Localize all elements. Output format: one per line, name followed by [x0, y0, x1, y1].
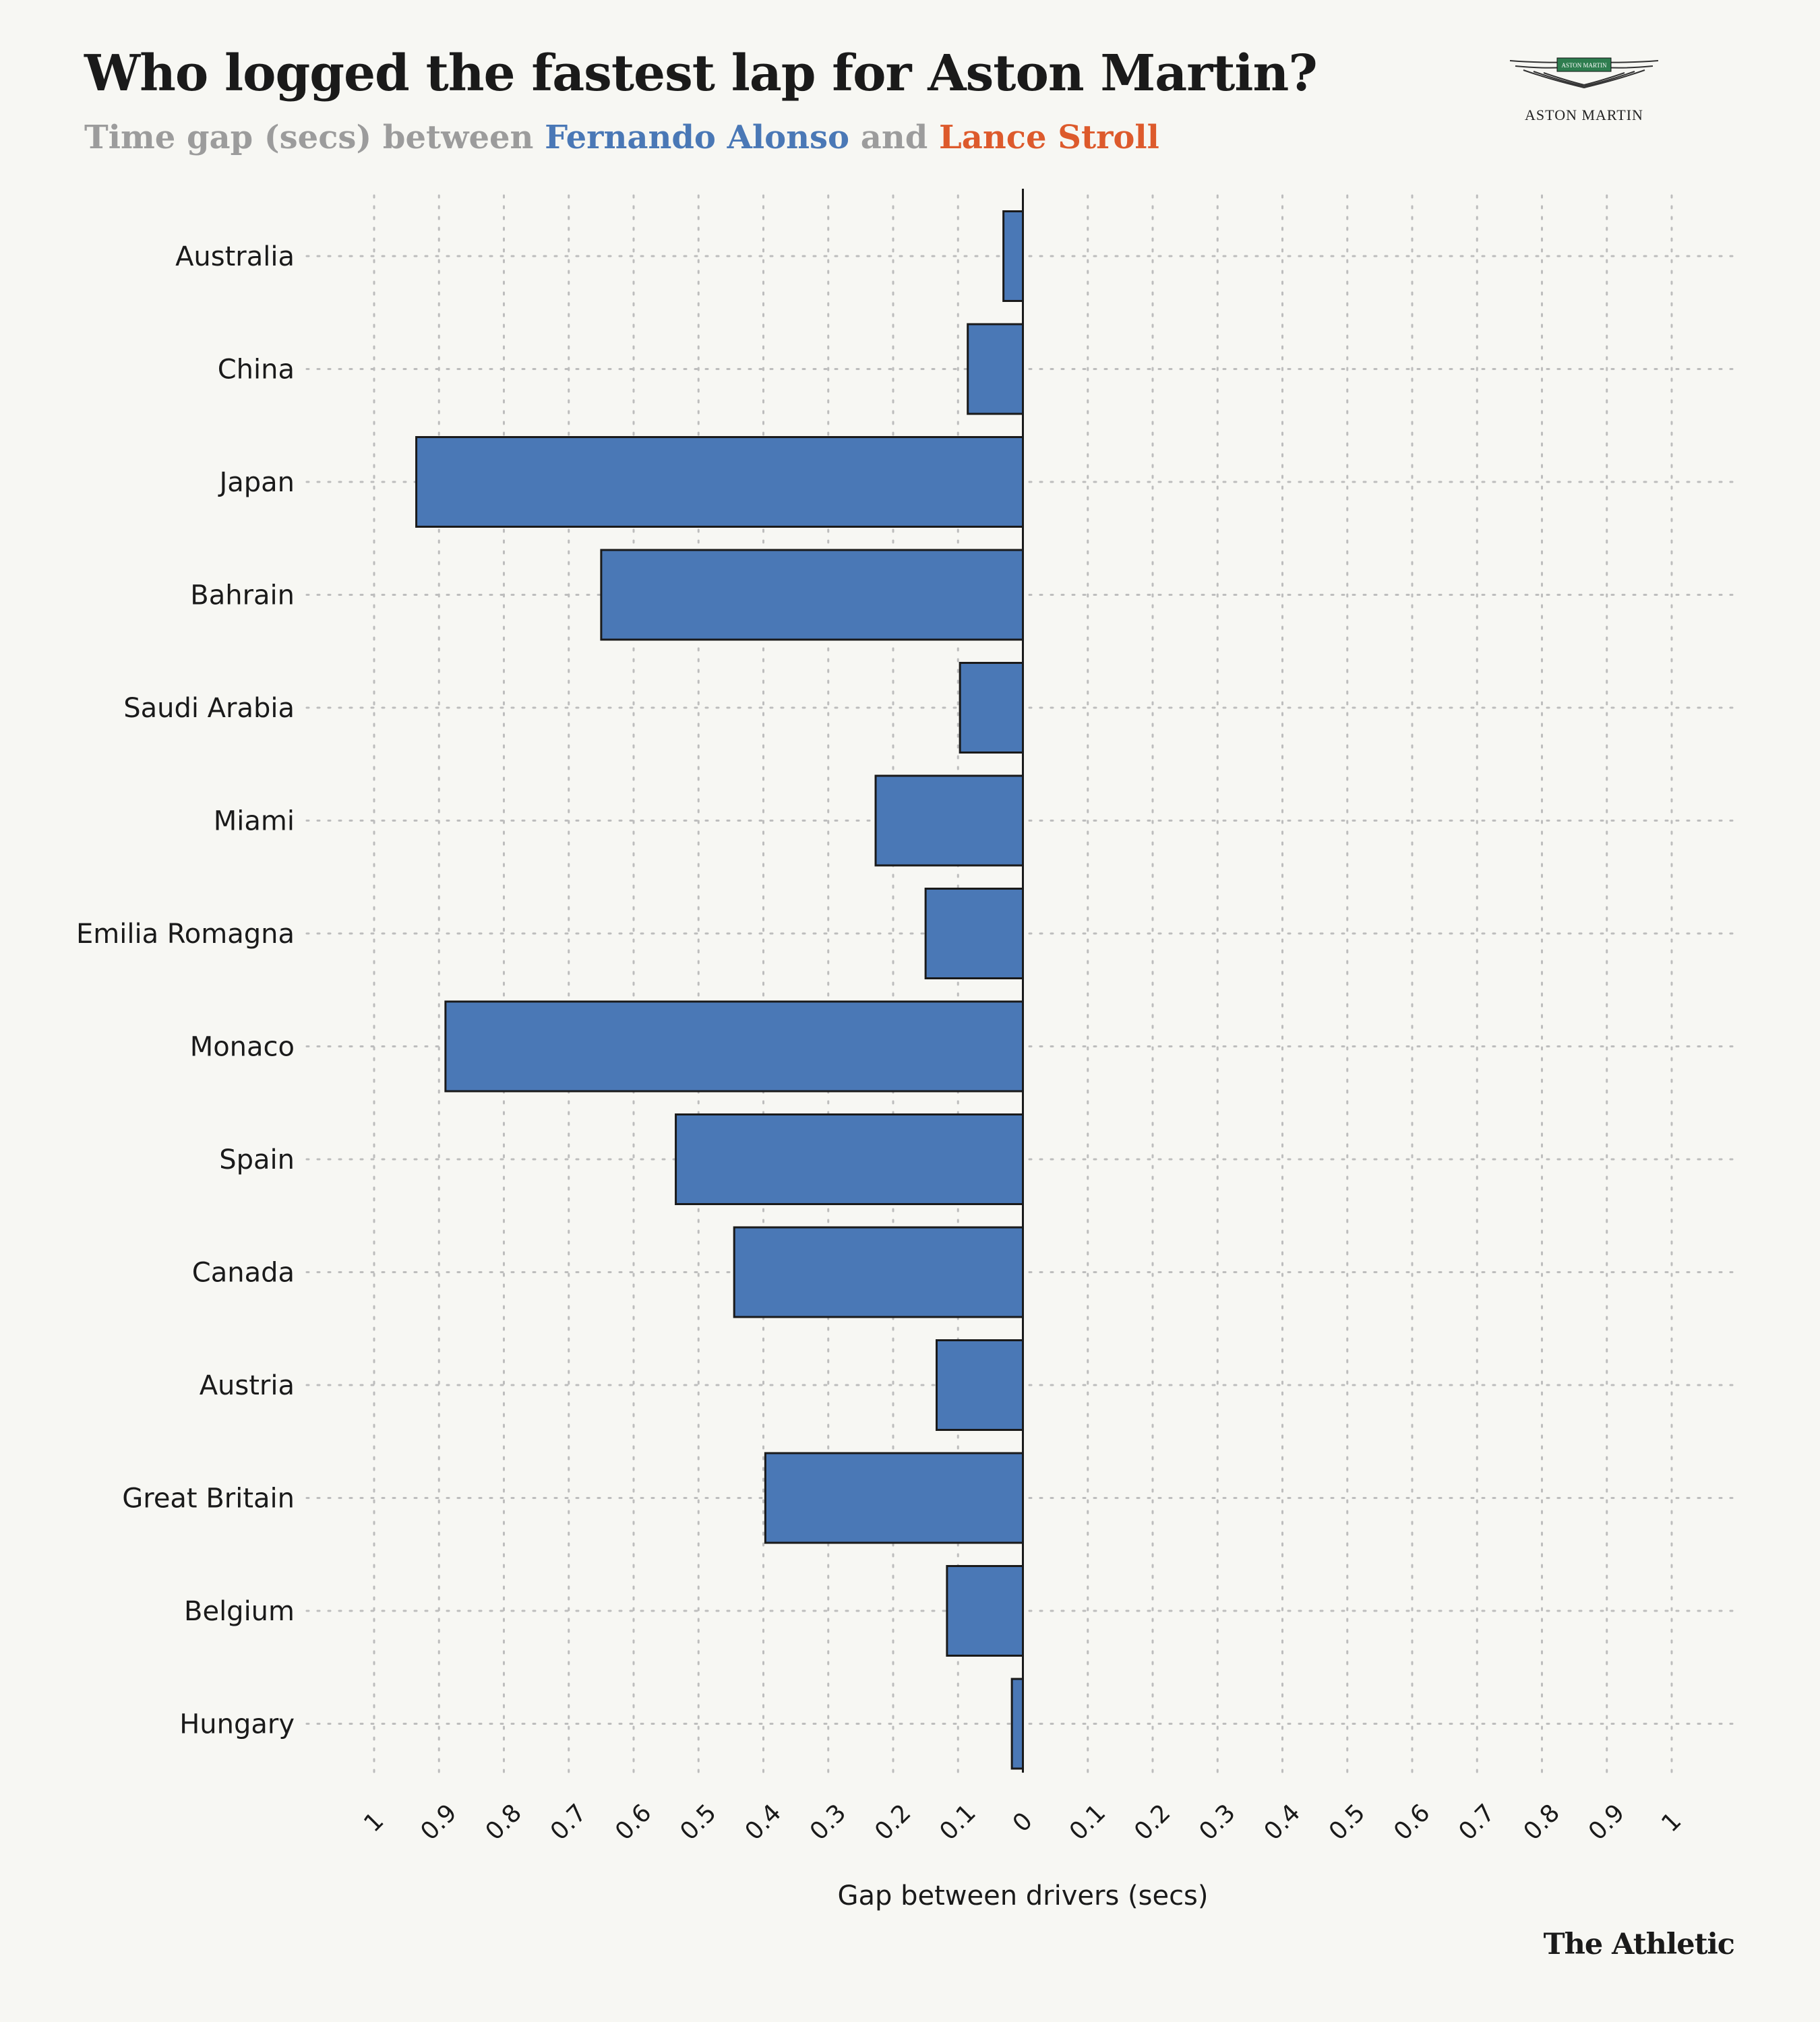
category-label: Monaco [190, 1032, 295, 1063]
x-tick-label: 0.2 [1129, 1799, 1176, 1845]
x-tick-label: 0.5 [675, 1799, 721, 1845]
subtitle-mid: and [849, 119, 940, 156]
logo-badge-text: ASTON MARTIN [1561, 62, 1607, 69]
x-tick-label: 0.1 [934, 1799, 981, 1845]
x-tick-label: 1 [359, 1807, 389, 1837]
bar [924, 888, 1024, 979]
bar [959, 662, 1024, 754]
x-tick-label: 0.3 [1194, 1799, 1240, 1845]
x-tick-label: 0.3 [805, 1799, 851, 1845]
ticks-layer: 1 0.9 0.8 0.7 0.6 0.5 0.4 0.3 0.2 0.1 0 0.1 0.2 0.3 0.… [359, 1799, 1687, 1845]
logo-wordmark: ASTON MARTIN [1525, 106, 1643, 123]
category-label: Japan [217, 467, 295, 498]
x-tick-label: 0.5 [1324, 1799, 1370, 1845]
category-label: Spain [219, 1144, 295, 1175]
chart-title: Who logged the fastest lap for Aston Mar… [84, 44, 1318, 102]
x-tick-label: 0.7 [1453, 1799, 1500, 1845]
x-tick-label: 0.1 [1064, 1799, 1111, 1845]
category-label: Emilia Romagna [76, 919, 295, 950]
bar [600, 549, 1024, 641]
category-label: Hungary [179, 1709, 295, 1740]
x-tick-label: 0.8 [481, 1799, 527, 1845]
bars-layer [415, 210, 1025, 1770]
aston-martin-logo-icon: ASTON MARTIN [1509, 57, 1659, 89]
category-label: Miami [214, 806, 295, 837]
bar [935, 1339, 1025, 1431]
x-tick-label: 0.6 [610, 1799, 657, 1845]
bar [946, 1565, 1024, 1657]
legend-stroll: Lance Stroll [939, 119, 1159, 156]
x-tick-label: 0 [1008, 1807, 1038, 1837]
bar [1002, 210, 1024, 302]
bar [1010, 1678, 1024, 1770]
x-tick-label: 0.9 [1583, 1799, 1630, 1845]
category-label: Austria [200, 1370, 295, 1401]
legend-alonso: Fernando Alonso [545, 119, 850, 156]
x-tick-label: 0.4 [1259, 1799, 1306, 1845]
x-tick-label: 0.2 [870, 1799, 916, 1845]
bar [764, 1452, 1024, 1544]
source-brand: The Athletic [1543, 1928, 1735, 1961]
x-tick-label: 0.9 [415, 1799, 462, 1845]
category-label: Saudi Arabia [123, 693, 295, 724]
category-label: Canada [192, 1258, 295, 1289]
x-tick-label: 0.6 [1389, 1799, 1435, 1845]
labels-layer: Australia China Japan Bahrain Saudi Arabia Mi… [76, 241, 295, 1740]
x-tick-label: 0.4 [740, 1799, 787, 1845]
category-label: Bahrain [190, 580, 295, 611]
x-tick-label: 1 [1656, 1807, 1687, 1837]
x-axis-label: Gap between drivers (secs) [837, 1880, 1208, 1911]
chart-subtitle: Time gap (secs) between Fernando Alonso … [84, 119, 1159, 156]
category-label: Belgium [184, 1596, 295, 1627]
category-label: Great Britain [122, 1483, 295, 1514]
bar [733, 1226, 1024, 1318]
bar [415, 436, 1024, 528]
category-label: China [218, 355, 295, 386]
x-tick-label: 0.8 [1519, 1799, 1565, 1845]
subtitle-prefix: Time gap (secs) between [84, 119, 545, 156]
category-label: Australia [175, 241, 295, 272]
bar [874, 774, 1024, 867]
bar [967, 323, 1024, 415]
bar [444, 1000, 1024, 1093]
bar [675, 1113, 1024, 1205]
x-tick-label: 0.7 [545, 1799, 592, 1845]
